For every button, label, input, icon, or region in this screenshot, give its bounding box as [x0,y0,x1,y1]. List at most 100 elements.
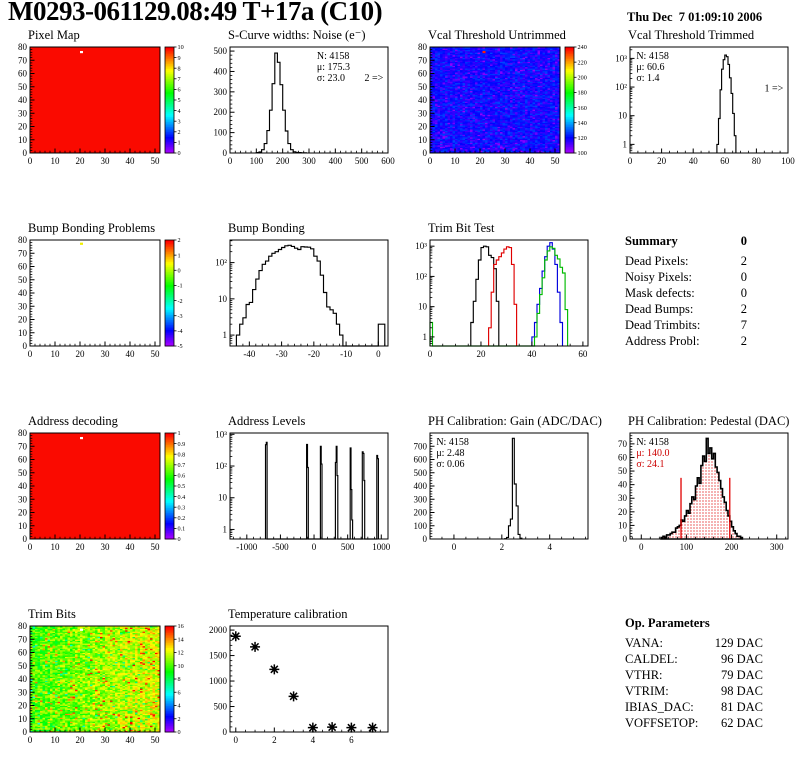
plot-vcal-trimmed: Vcal Threshold Trimmed 0 20 40 60 80 100 1 10 10… [600,28,796,170]
svg-text:120: 120 [578,135,587,142]
svg-text:400: 400 [214,66,228,76]
series-0 [264,441,379,540]
svg-text:20: 20 [76,349,86,359]
svg-text:100: 100 [781,156,795,166]
svg-text:50: 50 [18,82,28,92]
x-axis: 0 10 20 30 40 50 [28,727,161,745]
svg-text:8: 8 [178,65,181,72]
plot-title: Temperature calibration [228,607,348,621]
svg-text:200: 200 [276,156,290,166]
svg-text:30: 30 [101,349,111,359]
svg-text:200: 200 [578,74,587,81]
svg-text:20: 20 [418,122,428,132]
plot-trim-bits: Trim Bits 0 10 20 30 40 50 0 10 20 30 40 50 60 70 80 0 2… [0,607,199,749]
svg-text:40: 40 [18,288,28,298]
op-parameters-title: Op. Parameters [625,616,710,630]
plot-trim-bit-test: Trim Bit Test 0 20 40 60 1 10 10² 10³ [400,221,599,363]
scurve-noise-plot: 0 100 200 300 400 500 600 0 100 200 300 400 500 N: 41… [214,46,396,166]
svg-text:40: 40 [18,95,28,105]
svg-text:70: 70 [418,55,428,65]
svg-text:-3: -3 [178,313,183,320]
defect-pixel [80,242,83,245]
svg-text:-30: -30 [276,349,288,359]
svg-text:30: 30 [418,108,428,118]
page-title: M0293-061129.08:49 T+17a (C10) [8,0,383,26]
plot-frame [29,239,161,347]
svg-text:140: 140 [578,120,587,127]
svg-text:1: 1 [178,140,181,147]
summary-row: Address Probl: 2 [625,333,747,349]
svg-text:80: 80 [752,156,762,166]
op-parameter-row: IBIAS_DAC: 81 DAC [625,699,763,715]
svg-text:10: 10 [51,156,61,166]
svg-text:60: 60 [18,262,28,272]
timestamp: Thu Dec 7 01:09:10 2006 [627,10,763,24]
summary-value: 2 [740,254,747,268]
svg-text:10²: 10² [615,82,627,92]
plot-bump-bonding: Bump Bonding -40 -30 -20 -10 0 1 10 10² [200,221,399,363]
svg-text:0: 0 [178,267,181,274]
svg-text:6: 6 [178,87,181,94]
svg-text:600: 600 [381,156,395,166]
svg-text:10: 10 [418,135,428,145]
summary-row: Noisy Pixels: 0 [625,269,747,285]
plot-title: Trim Bits [28,607,76,621]
svg-text:0: 0 [376,349,381,359]
svg-text:400: 400 [329,156,343,166]
plot-temperature-calibration: Temperature calibration 0 2 4 6 0 500 1000 1500… [200,607,399,749]
plot-frame [229,625,389,733]
svg-text:3: 3 [178,118,181,125]
op-value: 98 DAC [720,684,763,698]
svg-text:20: 20 [657,156,667,166]
heatmap-cells [430,47,561,154]
x-axis: 0 20 40 60 [428,341,588,359]
summary-label: Noisy Pixels: [625,270,693,284]
svg-text:50: 50 [418,82,428,92]
svg-text:70: 70 [18,55,28,65]
svg-text:2: 2 [178,237,181,244]
series-0 [255,52,307,154]
x-axis: -1000 -500 0 500 1000 [232,534,391,552]
svg-text:200: 200 [214,107,228,117]
svg-text:30: 30 [101,156,111,166]
data-point-marker [367,722,378,733]
vcal-threshold-untrimmed-plot: 0 10 20 30 40 50 0 10 20 30 40 50 60 70 80 100 120 140 160… [418,42,587,166]
series-0 [504,437,523,540]
summary-label: Mask defects: [625,286,695,300]
plot-title: Vcal Threshold Trimmed [628,28,755,42]
op-parameter-row: VTRIM: 98 DAC [625,683,763,699]
svg-text:4: 4 [178,108,181,115]
svg-text:160: 160 [578,105,587,112]
svg-text:300: 300 [302,156,316,166]
svg-text:40: 40 [526,156,536,166]
bump-bonding-problems-canvas: 0 10 20 30 40 50 0 10 20 30 40 50 60 70 80 -5 -4 -3 -2 -1 0 1… [18,235,183,359]
series-0 [235,244,386,347]
op-label: CALDEL: [625,652,678,666]
defect-pixel [482,50,486,54]
plot-title: S-Curve widths: Noise (e⁻) [228,28,366,42]
svg-text:2: 2 [178,129,181,136]
svg-text:10: 10 [18,328,28,338]
svg-text:7: 7 [178,76,181,83]
svg-text:80: 80 [18,235,28,245]
scurve-noise-canvas: 0 100 200 300 400 500 600 0 100 200 300 400 500 N: 41… [214,46,396,166]
svg-text:10: 10 [178,44,184,51]
